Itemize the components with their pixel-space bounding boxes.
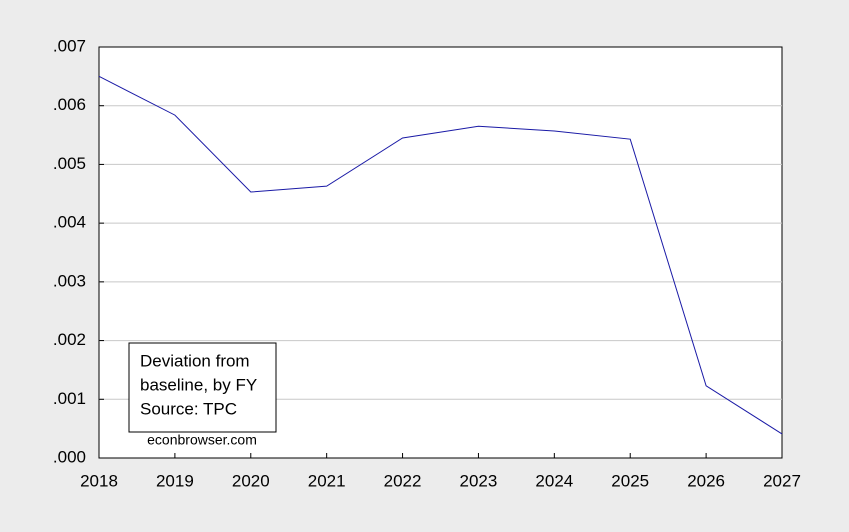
y-tick-label: .000 (53, 447, 86, 466)
y-tick-label: .001 (53, 389, 86, 408)
x-tick-label: 2023 (460, 471, 498, 490)
watermark: econbrowser.com (147, 432, 257, 448)
y-tick-label: .005 (53, 154, 86, 173)
x-tick-label: 2027 (763, 471, 801, 490)
y-tick-label: .003 (53, 271, 86, 290)
x-tick-label: 2019 (156, 471, 194, 490)
x-tick-label: 2024 (535, 471, 573, 490)
annotation-box (128, 342, 277, 433)
y-tick-label: .002 (53, 330, 86, 349)
y-tick-label: .006 (53, 95, 86, 114)
annotation-text: baseline, by FY (140, 375, 257, 394)
y-tick-label: .007 (53, 36, 86, 55)
y-tick-label: .004 (53, 213, 86, 232)
x-tick-label: 2018 (80, 471, 118, 490)
x-tick-label: 2026 (687, 471, 725, 490)
x-tick-label: 2020 (232, 471, 270, 490)
data-line (98, 75, 783, 435)
x-tick-label: 2022 (384, 471, 422, 490)
x-tick-label: 2021 (308, 471, 346, 490)
annotation-text: Source: TPC (140, 399, 237, 418)
annotation-text: Deviation from (140, 351, 250, 370)
x-tick-label: 2025 (611, 471, 649, 490)
